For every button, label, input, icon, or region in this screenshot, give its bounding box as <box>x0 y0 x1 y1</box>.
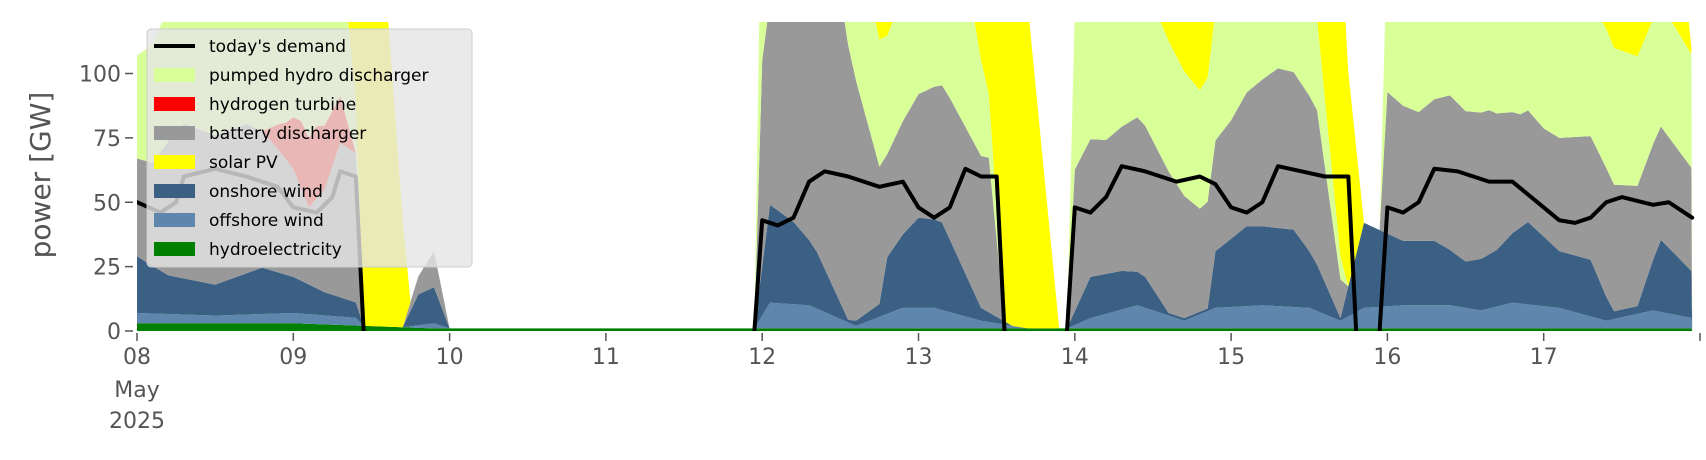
x-tick-label: 17 <box>1530 345 1558 370</box>
x-tick-label: 14 <box>1061 345 1089 370</box>
legend-label-onshore-wind: onshore wind <box>209 182 323 202</box>
legend-label-hydroelectricity: hydroelectricity <box>209 240 342 260</box>
legend-swatch-offshore-wind <box>154 213 195 227</box>
x-tick-label: 16 <box>1373 345 1401 370</box>
area-offshore-wind <box>137 302 1700 331</box>
y-tick-label: 0 <box>107 320 121 345</box>
area-onshore-wind <box>137 204 1700 331</box>
axes: 0 25 50 75 100 08 May 2025 09 10 11 12 13 14 15 16 17 <box>79 63 1701 434</box>
y-axis-title: power [GW] <box>24 92 57 259</box>
line-today-s-demand-segment-4 <box>1377 166 1695 331</box>
x-tick-label: 08 <box>123 345 151 370</box>
legend-swatch-hydroelectricity <box>154 242 195 256</box>
legend-label-solar-pv: solar PV <box>209 153 278 173</box>
legend-swatch-solar-pv <box>154 155 195 169</box>
x-tick-label: 12 <box>748 345 776 370</box>
legend-label-hydrogen-turbine: hydrogen turbine <box>209 95 356 115</box>
legend: today's demand pumped hydro discharger hyd… <box>146 28 473 268</box>
area-battery-discharger <box>137 22 1700 331</box>
legend-label-battery-discharger: battery discharger <box>209 124 366 144</box>
legend-label-pumped-hydro-discharger: pumped hydro discharger <box>209 66 428 86</box>
x-tick-label: 10 <box>436 345 464 370</box>
x-tick-label: 13 <box>905 345 933 370</box>
x-tick-label: 11 <box>592 345 620 370</box>
y-tick-label: 50 <box>93 191 121 216</box>
line-today-s-demand-segment-2 <box>752 166 1007 331</box>
legend-box <box>146 28 473 268</box>
area-hydroelectricity <box>137 323 1700 331</box>
legend-label-offshore-wind: offshore wind <box>209 211 324 231</box>
legend-label-today-s-demand: today's demand <box>209 37 346 57</box>
legend-swatch-battery-discharger <box>154 126 195 140</box>
x-tick-label: 15 <box>1217 345 1245 370</box>
x-tick-sublabel: May <box>114 378 159 403</box>
line-today-s-demand-segment-3 <box>1064 164 1359 331</box>
x-tick-sublabel: 2025 <box>109 409 165 434</box>
y-tick-label: 100 <box>79 63 121 88</box>
legend-swatch-onshore-wind <box>154 184 195 198</box>
legend-swatch-hydrogen-turbine <box>154 97 195 111</box>
x-tick-label: 09 <box>279 345 307 370</box>
y-tick-label: 75 <box>93 127 121 152</box>
y-tick-label: 25 <box>93 256 121 281</box>
legend-swatch-pumped-hydro-discharger <box>154 68 195 82</box>
